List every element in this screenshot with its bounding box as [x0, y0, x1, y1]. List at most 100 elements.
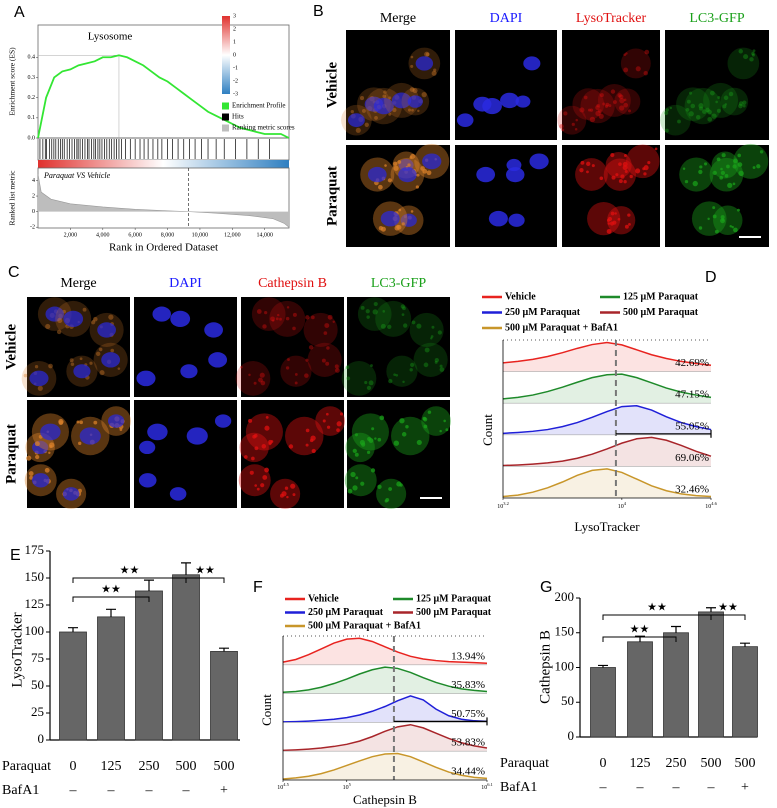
puncta [623, 180, 627, 184]
puncta [327, 314, 333, 320]
category-title: Paraquat [2, 759, 51, 774]
puncta [625, 52, 628, 55]
secondary-label: – [107, 783, 116, 798]
histogram-fill [283, 695, 487, 723]
puncta [682, 167, 686, 170]
nucleus [422, 153, 442, 170]
x-tick-label: 500 [735, 756, 756, 771]
nucleus [63, 310, 84, 327]
column-header: LC3-GFP [371, 276, 426, 291]
nucleus [29, 370, 49, 387]
puncta [403, 323, 408, 328]
micrograph [562, 30, 660, 140]
puncta [715, 100, 718, 104]
puncta [424, 51, 430, 57]
puncta [410, 55, 414, 59]
puncta [623, 98, 627, 102]
x-tick-label: 104 [618, 501, 627, 510]
x-tick-label: 500 [176, 759, 197, 774]
cell-signal [357, 297, 392, 331]
column-header: LysoTracker [576, 11, 647, 26]
puncta [89, 361, 93, 365]
puncta [439, 367, 445, 372]
column-header: DAPI [490, 11, 523, 26]
puncta [378, 184, 383, 190]
tick-base: 10 [277, 785, 283, 791]
puncta [82, 307, 87, 312]
puncta [598, 109, 602, 113]
puncta [407, 108, 412, 112]
nucleus [456, 113, 474, 127]
micrograph [665, 30, 769, 140]
puncta [384, 499, 388, 503]
column-header: Merge [380, 11, 416, 26]
puncta [76, 420, 80, 424]
puncta [28, 471, 34, 476]
colorbar-tick-label: -1 [233, 65, 238, 71]
puncta [423, 424, 428, 429]
micrograph [347, 297, 450, 397]
puncta [368, 380, 374, 386]
y-tick-label: 75 [31, 650, 44, 665]
puncta [417, 109, 420, 113]
puncta [388, 378, 393, 384]
puncta [290, 483, 296, 489]
puncta [430, 335, 434, 338]
puncta [377, 484, 382, 489]
puncta [264, 311, 268, 315]
nucleus [152, 306, 171, 322]
y2-tick-label: 2 [32, 193, 35, 199]
column-header: LC3-GFP [689, 11, 744, 26]
puncta [339, 412, 344, 416]
cell-signal [727, 47, 760, 80]
puncta [95, 351, 101, 356]
y-tick-label: 50 [561, 693, 574, 708]
legend-label: Vehicle [308, 593, 339, 604]
tick-exponent: 4 [624, 501, 627, 506]
tick-base: 10 [481, 785, 487, 791]
puncta [669, 106, 673, 110]
puncta [609, 221, 615, 226]
puncta [724, 173, 729, 178]
puncta [108, 314, 114, 320]
puncta [732, 164, 737, 169]
nucleus [347, 113, 365, 128]
histogram-line [282, 723, 488, 752]
percent-label: 42.69% [675, 357, 709, 369]
puncta [377, 437, 382, 442]
puncta [304, 373, 309, 378]
puncta [719, 175, 724, 180]
puncta [752, 49, 756, 53]
cell-signal [660, 104, 691, 136]
nucleus [107, 414, 125, 428]
puncta [393, 373, 396, 377]
puncta [336, 421, 342, 427]
cell-signal [557, 105, 587, 135]
puncta [361, 108, 366, 113]
panel-label: B [313, 3, 324, 20]
puncta [270, 316, 275, 322]
puncta [707, 217, 710, 221]
secondary-title: BafA1 [500, 780, 537, 795]
nucleus [398, 167, 417, 183]
x-tick-label: 8,000 [161, 232, 175, 238]
legend-label: Ranking metric scores [232, 124, 295, 132]
cell-signal [575, 158, 608, 191]
puncta [387, 178, 392, 183]
tick-exponent: 3.2 [503, 501, 509, 506]
panel-label: E [10, 547, 21, 564]
nucleus [101, 352, 121, 368]
nucleus [73, 364, 91, 379]
puncta [624, 224, 629, 229]
puncta [712, 214, 717, 219]
puncta [571, 122, 575, 126]
puncta [393, 165, 399, 171]
significance-bracket [710, 614, 746, 620]
micrograph [347, 400, 450, 508]
nucleus [170, 310, 191, 327]
puncta [602, 102, 606, 106]
puncta [723, 95, 729, 101]
puncta [698, 169, 703, 175]
puncta [326, 425, 331, 429]
puncta [707, 109, 712, 115]
